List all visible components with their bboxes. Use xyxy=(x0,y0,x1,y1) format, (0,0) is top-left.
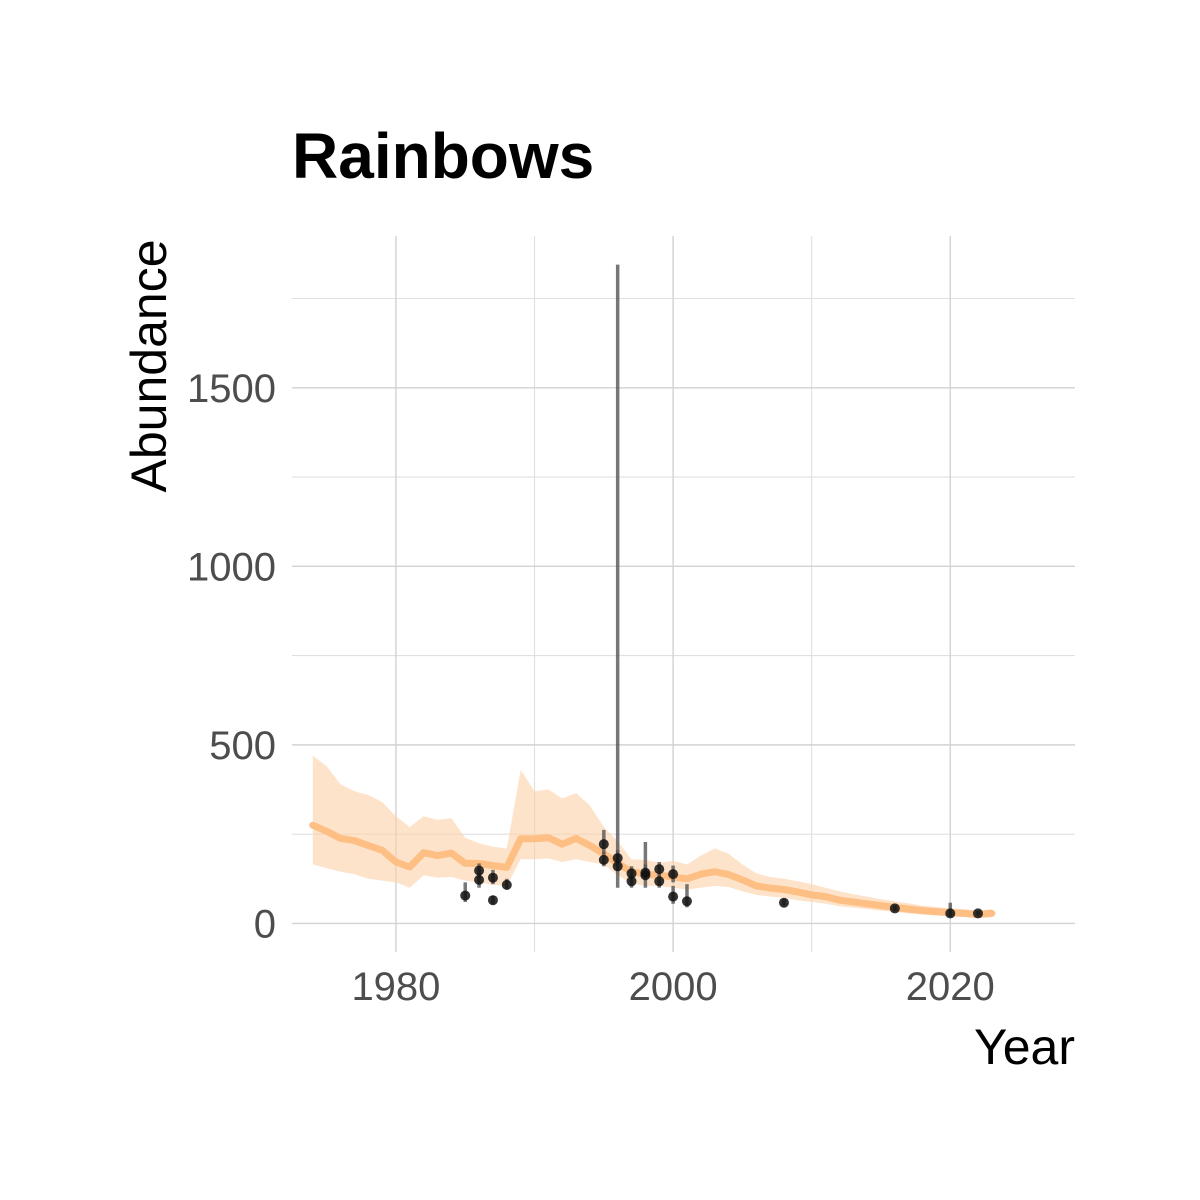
observation-point xyxy=(640,867,651,878)
observation-point xyxy=(626,876,637,887)
observation-point xyxy=(778,897,789,908)
tick-labels: 0 500 1000 1500 1980 2000 2020 xyxy=(187,367,995,1009)
x-tick-label: 2000 xyxy=(629,965,718,1009)
observation-point xyxy=(626,868,637,879)
observation-point xyxy=(598,839,609,850)
observation-point xyxy=(972,908,983,919)
observation-point xyxy=(668,891,679,902)
observation-point-layer xyxy=(460,839,983,919)
grid xyxy=(292,236,1075,952)
observation-point xyxy=(668,869,679,880)
y-tick-label: 500 xyxy=(209,724,276,768)
chart-title: Rainbows xyxy=(292,120,594,192)
x-axis-title: Year xyxy=(974,1019,1075,1075)
x-tick-label: 1980 xyxy=(351,965,440,1009)
trend-line xyxy=(309,821,996,918)
observation-point xyxy=(681,896,692,907)
x-tick-label: 2020 xyxy=(906,965,995,1009)
observation-point xyxy=(612,853,623,864)
observation-point xyxy=(460,890,471,901)
confidence-ribbon-layer xyxy=(312,755,992,919)
observation-point xyxy=(487,872,498,883)
observation-point xyxy=(654,864,665,875)
observation-point xyxy=(474,874,485,885)
y-tick-label: 1500 xyxy=(187,367,276,411)
observation-point xyxy=(654,876,665,887)
trend-line-layer xyxy=(309,821,996,918)
observation-point xyxy=(487,895,498,906)
observation-point xyxy=(501,879,512,890)
confidence-ribbon xyxy=(312,755,992,919)
observation-point xyxy=(889,903,900,914)
observation-point xyxy=(474,865,485,876)
y-tick-label: 1000 xyxy=(187,545,276,589)
observation-point xyxy=(612,861,623,872)
observation-point xyxy=(945,908,956,919)
y-axis-title: Abundance xyxy=(121,239,177,492)
observation-point xyxy=(598,854,609,865)
y-tick-label: 0 xyxy=(254,902,276,946)
